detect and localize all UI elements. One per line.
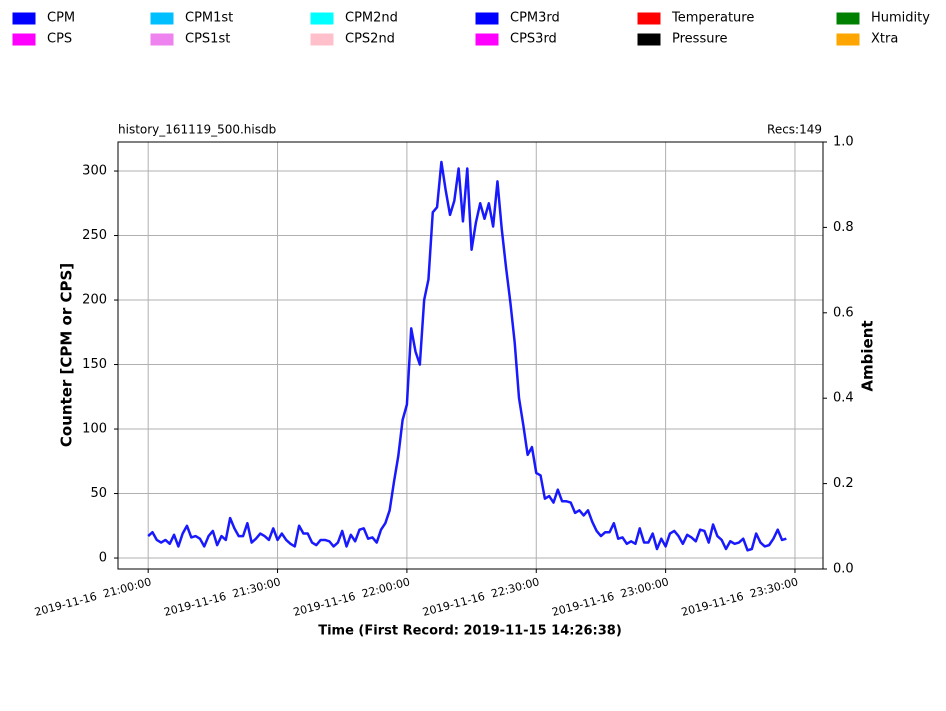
x-tick-label: 2019-11-16 22:00:00: [292, 575, 412, 619]
y-tick-label: 300: [82, 164, 107, 179]
legend-swatch: [836, 12, 860, 25]
legend-label: Pressure: [672, 32, 728, 47]
data-line: [147, 160, 787, 552]
legend-swatch: [836, 33, 860, 46]
legend-label: Humidity: [871, 11, 930, 26]
legend-swatch: [310, 12, 334, 25]
y2-tick-label: 0.2: [833, 476, 854, 491]
y-tick-label: 0: [99, 551, 107, 566]
y-tick-label: 250: [82, 228, 107, 243]
x-tick-label: 2019-11-16 21:30:00: [163, 575, 283, 619]
y-axis-label: Counter [CPM or CPS]: [58, 263, 76, 447]
y2-tick-label: 1.0: [833, 135, 854, 150]
legend-swatch: [12, 12, 36, 25]
legend-swatch: [12, 33, 36, 46]
x-tick-label: 2019-11-16 23:30:00: [680, 575, 800, 619]
y-tick-label: 150: [82, 357, 107, 372]
file-label: history_161119_500.hisdb: [118, 123, 276, 137]
y-tick-label: 200: [82, 293, 107, 308]
legend-label: CPM2nd: [345, 11, 398, 26]
y-tick-label: 50: [90, 486, 107, 501]
legend-label: CPM1st: [185, 11, 233, 26]
legend-label: CPS1st: [185, 32, 230, 47]
legend-label: Temperature: [671, 11, 754, 26]
x-axis-label: Time (First Record: 2019-11-15 14:26:38): [318, 624, 622, 639]
legend-swatch: [637, 12, 661, 25]
legend-label: CPS2nd: [345, 32, 395, 47]
legend-swatch: [310, 33, 334, 46]
legend-swatch: [150, 12, 174, 25]
x-tick-label: 2019-11-16 23:00:00: [551, 575, 671, 619]
legend-label: Xtra: [871, 32, 898, 47]
x-tick-label: 2019-11-16 21:00:00: [33, 575, 153, 619]
legend-label: CPM: [47, 11, 75, 26]
y2-tick-label: 0.4: [833, 391, 854, 406]
plot-frame: [117, 141, 824, 570]
y-tick-label: 100: [82, 422, 107, 437]
legend-swatch: [475, 33, 499, 46]
legend-swatch: [475, 12, 499, 25]
y2-tick-label: 0.8: [833, 220, 854, 235]
x-tick-label: 2019-11-16 22:30:00: [421, 575, 541, 619]
legend-label: CPS3rd: [510, 32, 557, 47]
legend-swatch: [637, 33, 661, 46]
y2-tick-label: 0.0: [833, 562, 854, 577]
legend-label: CPS: [47, 32, 72, 47]
legend-label: CPM3rd: [510, 11, 560, 26]
y2-tick-label: 0.6: [833, 305, 854, 320]
records-label: Recs:149: [767, 123, 822, 137]
y2-axis-label: Ambient: [859, 320, 877, 391]
legend-swatch: [150, 33, 174, 46]
